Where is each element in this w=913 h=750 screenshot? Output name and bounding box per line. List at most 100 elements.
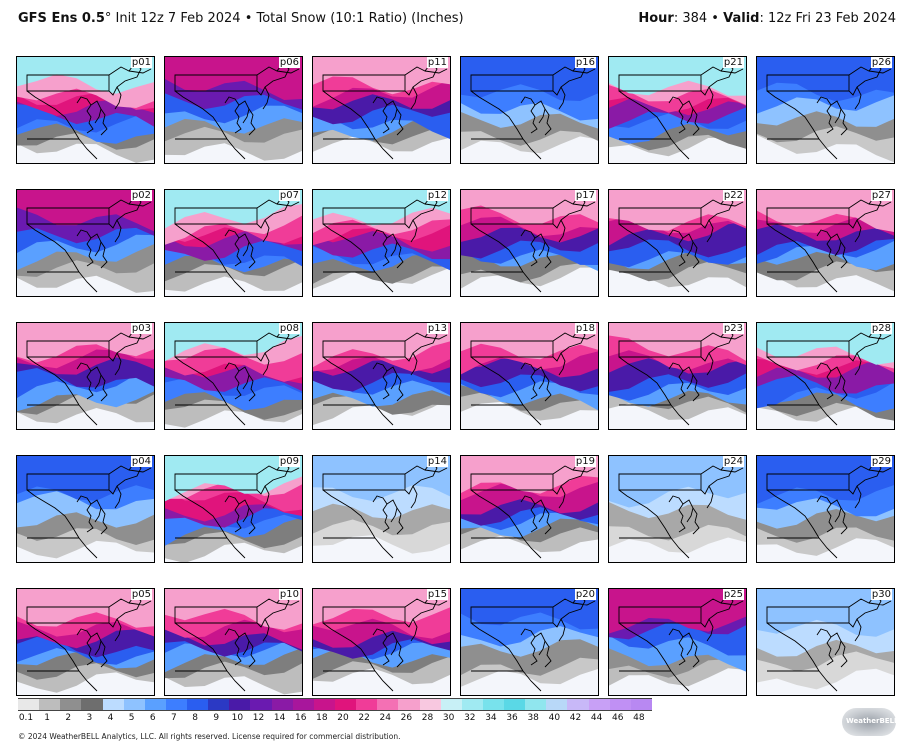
colorbar-tick: 12	[252, 713, 265, 723]
member-label: p28	[870, 323, 892, 334]
colorbar-swatch	[60, 698, 82, 711]
valid-time: Hour: 384 • Valid: 12z Fri 23 Feb 2024	[638, 11, 896, 26]
member-label: p01	[130, 57, 152, 68]
ensemble-panel-p25: p25	[608, 588, 747, 696]
hour-value: : 384 •	[673, 11, 724, 26]
member-label: p12	[426, 190, 448, 201]
colorbar-swatch	[356, 698, 378, 711]
colorbar-tick: 1	[44, 713, 50, 723]
ensemble-panel-p13: p13	[312, 322, 451, 430]
ensemble-panel-p17: p17	[460, 189, 599, 297]
ensemble-panel-p27: p27	[756, 189, 895, 297]
map-title: GFS Ens 0.5° Init 12z 7 Feb 2024 • Total…	[18, 11, 464, 26]
member-label: p25	[722, 589, 744, 600]
colorbar-tick: 3	[86, 713, 93, 723]
colorbar-tick: 4	[107, 713, 114, 723]
map-header: GFS Ens 0.5° Init 12z 7 Feb 2024 • Total…	[0, 0, 913, 34]
ensemble-panel-p29: p29	[756, 455, 895, 563]
colorbar-swatch	[18, 698, 40, 711]
member-label: p03	[130, 323, 152, 334]
ensemble-member-grid: p01 p06 p11 p16 p21 p26 p02 p07 p12 p17 p22 p27 p03 p…	[16, 56, 900, 696]
colorbar-swatch	[123, 698, 146, 711]
valid-value: : 12z Fri 23 Feb 2024	[759, 11, 896, 26]
ensemble-panel-p21: p21	[608, 56, 747, 164]
colorbar-swatch	[292, 698, 315, 711]
ensemble-panel-p05: p05	[16, 588, 155, 696]
snowfall-map	[165, 323, 302, 429]
colorbar-swatch	[630, 698, 653, 711]
colorbar-swatch	[440, 698, 463, 711]
colorbar-tick: 5	[128, 713, 135, 723]
colorbar-swatch	[229, 698, 251, 711]
valid-label: Valid	[723, 11, 760, 26]
colorbar-tick: 48	[633, 713, 645, 723]
colorbar-tick: 14	[273, 713, 286, 723]
ensemble-panel-p11: p11	[312, 56, 451, 164]
colorbar-tick: 8	[192, 713, 198, 723]
member-label: p13	[426, 323, 448, 334]
member-label: p08	[278, 323, 300, 334]
member-label: p11	[426, 57, 448, 68]
snowfall-map	[17, 323, 154, 429]
member-label: p24	[722, 456, 744, 467]
colorbar-tick: 38	[527, 713, 539, 723]
colorbar-tick: 24	[379, 713, 391, 723]
member-label: p22	[722, 190, 744, 201]
ensemble-panel-p16: p16	[460, 56, 599, 164]
colorbar-swatch	[482, 698, 505, 711]
snowfall-map	[313, 589, 450, 695]
member-label: p16	[574, 57, 596, 68]
colorbar-tick: 6	[149, 713, 156, 723]
member-label: p21	[722, 57, 744, 68]
colorbar-swatch	[39, 698, 61, 711]
colorbar-tick: 30	[442, 713, 455, 723]
colorbar-tick: 36	[506, 713, 518, 723]
colorbar-swatch	[419, 698, 442, 711]
snow-colorbar	[18, 698, 653, 711]
colorbar-tick: 20	[337, 713, 349, 723]
colorbar-tick: 7	[171, 713, 177, 723]
weatherbell-logo: WeatherBELL	[842, 708, 899, 736]
snowfall-map	[17, 456, 154, 562]
hour-label: Hour	[638, 11, 674, 26]
colorbar-swatch	[567, 698, 590, 711]
ensemble-panel-p26: p26	[756, 56, 895, 164]
ensemble-panel-p24: p24	[608, 455, 747, 563]
member-label: p29	[870, 456, 892, 467]
snowfall-map	[757, 57, 894, 163]
colorbar-tick: 22	[358, 713, 370, 723]
ensemble-panel-p07: p07	[164, 189, 303, 297]
colorbar-swatch	[102, 698, 125, 711]
snowfall-map	[17, 190, 154, 296]
member-label: p05	[130, 589, 152, 600]
colorbar-swatch	[81, 698, 104, 711]
colorbar-swatch	[377, 698, 399, 711]
ensemble-panel-p14: p14	[312, 455, 451, 563]
member-label: p09	[278, 456, 300, 467]
colorbar-swatch	[504, 698, 526, 711]
member-label: p07	[278, 190, 300, 201]
colorbar-swatch	[271, 698, 294, 711]
ensemble-panel-p20: p20	[460, 588, 599, 696]
snowfall-map	[609, 589, 746, 695]
ensemble-panel-p23: p23	[608, 322, 747, 430]
ensemble-panel-p22: p22	[608, 189, 747, 297]
colorbar-tick: 26	[400, 713, 413, 723]
snowfall-map	[313, 456, 450, 562]
member-label: p15	[426, 589, 448, 600]
copyright-notice: © 2024 WeatherBELL Analytics, LLC. All r…	[18, 732, 401, 741]
member-label: p10	[278, 589, 300, 600]
colorbar-swatch	[335, 698, 357, 711]
colorbar-tick: 18	[316, 713, 328, 723]
snowfall-map	[461, 589, 598, 695]
snowfall-map	[165, 589, 302, 695]
ensemble-panel-p15: p15	[312, 588, 451, 696]
snowfall-map	[313, 57, 450, 163]
snowfall-map	[757, 190, 894, 296]
snowfall-map	[461, 190, 598, 296]
snowfall-map	[609, 323, 746, 429]
colorbar-swatch	[546, 698, 568, 711]
colorbar-swatch	[187, 698, 209, 711]
colorbar-swatch	[165, 698, 188, 711]
colorbar-swatch	[144, 698, 167, 711]
